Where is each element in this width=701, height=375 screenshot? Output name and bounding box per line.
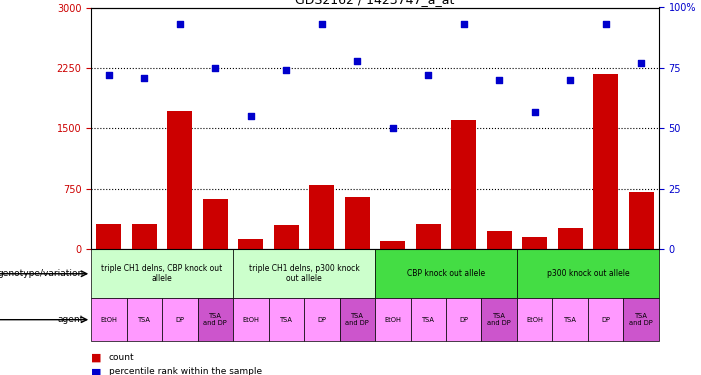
Bar xyxy=(238,239,264,249)
Bar xyxy=(339,298,375,341)
Text: EtOH: EtOH xyxy=(243,316,259,322)
Bar xyxy=(375,298,411,341)
Point xyxy=(564,77,576,83)
Bar xyxy=(168,111,192,249)
Point xyxy=(280,68,292,74)
Point xyxy=(352,58,363,64)
Bar xyxy=(345,197,369,249)
Bar xyxy=(517,249,659,298)
Text: TSA: TSA xyxy=(422,316,435,322)
Bar xyxy=(233,249,375,298)
Bar xyxy=(274,225,299,249)
Text: triple CH1 delns, CBP knock out
allele: triple CH1 delns, CBP knock out allele xyxy=(102,264,223,284)
Point xyxy=(245,113,257,119)
Bar xyxy=(411,298,446,341)
Bar xyxy=(552,298,588,341)
Text: count: count xyxy=(109,352,135,362)
Point xyxy=(529,108,540,114)
Bar xyxy=(97,224,121,249)
Text: p300 knock out allele: p300 knock out allele xyxy=(547,269,629,278)
Bar xyxy=(381,242,405,249)
Bar xyxy=(91,249,233,298)
Text: DP: DP xyxy=(601,316,610,322)
Bar xyxy=(522,237,547,249)
Bar xyxy=(233,298,268,341)
Bar xyxy=(203,200,228,249)
Text: DP: DP xyxy=(459,316,468,322)
Bar xyxy=(629,192,653,249)
Point xyxy=(139,75,150,81)
Title: GDS2162 / 1423747_a_at: GDS2162 / 1423747_a_at xyxy=(295,0,455,6)
Text: DP: DP xyxy=(175,316,184,322)
Bar xyxy=(593,74,618,249)
Text: TSA: TSA xyxy=(138,316,151,322)
Bar xyxy=(375,249,517,298)
Bar xyxy=(623,298,659,341)
Text: TSA
and DP: TSA and DP xyxy=(487,313,511,326)
Text: ■: ■ xyxy=(91,368,102,375)
Text: ■: ■ xyxy=(91,352,102,363)
Point xyxy=(423,72,434,78)
Text: agent: agent xyxy=(58,315,84,324)
Point xyxy=(210,65,221,71)
Text: triple CH1 delns, p300 knock
out allele: triple CH1 delns, p300 knock out allele xyxy=(249,264,360,284)
Bar xyxy=(91,298,127,341)
Bar xyxy=(127,298,162,341)
Bar xyxy=(451,120,476,249)
Point xyxy=(458,21,470,27)
Bar xyxy=(416,224,441,249)
Bar xyxy=(558,228,583,249)
Text: TSA: TSA xyxy=(280,316,293,322)
Bar xyxy=(588,298,623,341)
Point xyxy=(175,21,186,27)
Bar xyxy=(198,298,233,341)
Bar xyxy=(446,298,482,341)
Text: EtOH: EtOH xyxy=(526,316,543,322)
Text: DP: DP xyxy=(318,316,326,322)
Text: genotype/variation: genotype/variation xyxy=(0,269,84,278)
Bar xyxy=(268,298,304,341)
Bar xyxy=(486,231,512,249)
Text: TSA
and DP: TSA and DP xyxy=(629,313,653,326)
Point xyxy=(316,21,327,27)
Bar xyxy=(482,298,517,341)
Text: TSA
and DP: TSA and DP xyxy=(346,313,369,326)
Text: TSA: TSA xyxy=(564,316,577,322)
Text: EtOH: EtOH xyxy=(100,316,117,322)
Point xyxy=(494,77,505,83)
Bar xyxy=(162,298,198,341)
Point xyxy=(636,60,647,66)
Point xyxy=(600,21,611,27)
Bar xyxy=(132,224,157,249)
Text: TSA
and DP: TSA and DP xyxy=(203,313,227,326)
Bar xyxy=(304,298,339,341)
Text: CBP knock out allele: CBP knock out allele xyxy=(407,269,485,278)
Point xyxy=(103,72,114,78)
Text: EtOH: EtOH xyxy=(384,316,401,322)
Bar xyxy=(517,298,552,341)
Text: percentile rank within the sample: percentile rank within the sample xyxy=(109,368,261,375)
Bar xyxy=(309,185,334,249)
Point xyxy=(387,125,398,132)
